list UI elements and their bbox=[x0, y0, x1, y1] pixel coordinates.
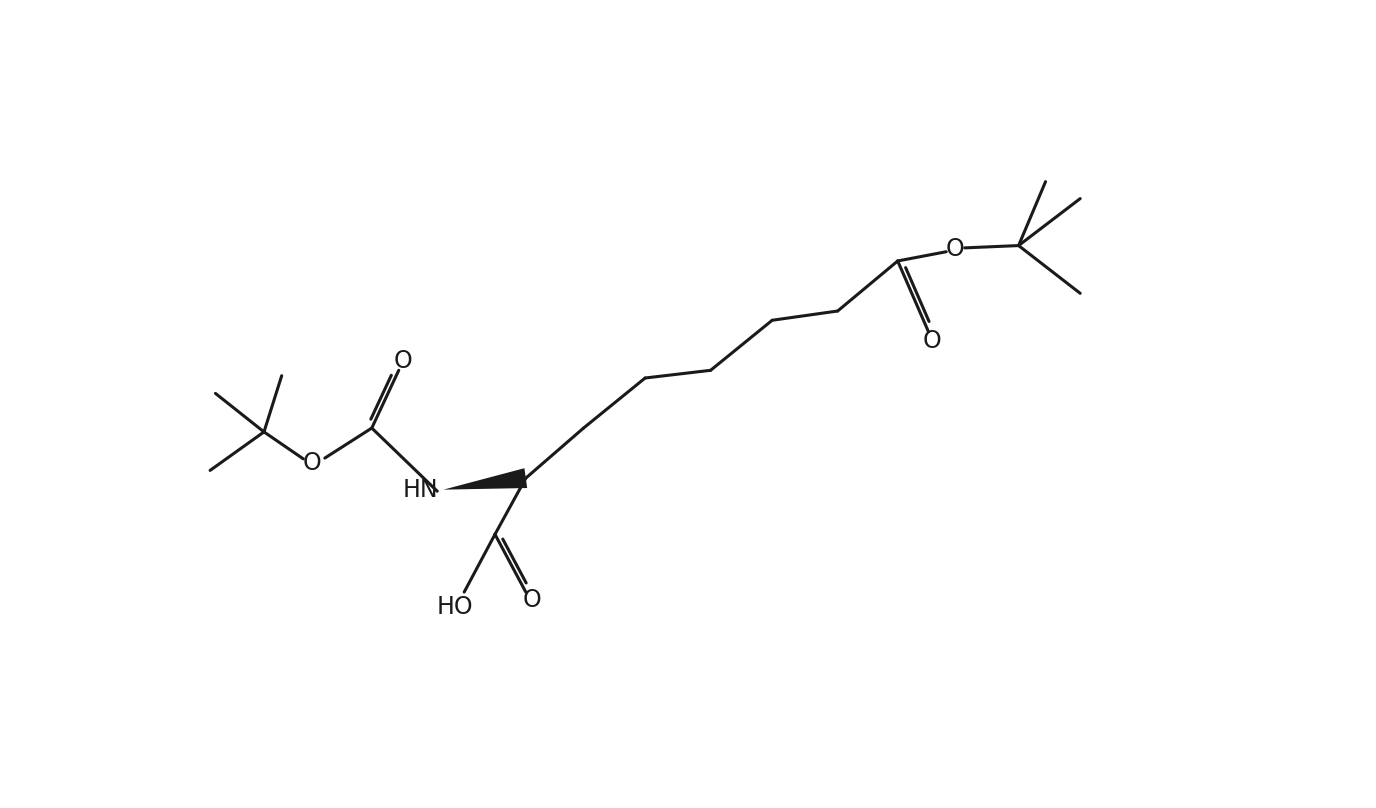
Text: HN: HN bbox=[403, 478, 438, 502]
Text: O: O bbox=[523, 587, 541, 612]
Text: O: O bbox=[947, 238, 965, 262]
Text: O: O bbox=[303, 451, 321, 475]
Text: O: O bbox=[394, 349, 411, 373]
Text: HO: HO bbox=[436, 595, 473, 620]
Text: O: O bbox=[923, 329, 941, 353]
Polygon shape bbox=[443, 468, 527, 490]
